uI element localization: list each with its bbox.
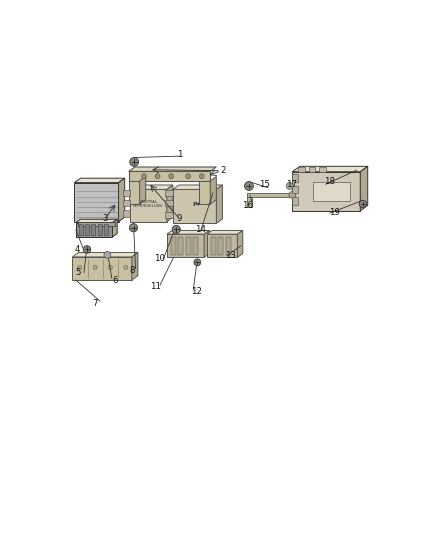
Circle shape [169, 174, 173, 179]
Bar [78, 222, 115, 225]
Bar [123, 200, 130, 206]
Circle shape [359, 200, 367, 208]
Circle shape [104, 252, 111, 259]
Circle shape [155, 174, 160, 179]
Bar [167, 234, 204, 257]
Polygon shape [173, 185, 223, 189]
Bar [85, 224, 89, 235]
Circle shape [130, 224, 138, 232]
Circle shape [244, 182, 253, 190]
Circle shape [194, 259, 201, 266]
Text: 11: 11 [150, 282, 162, 292]
Bar [130, 189, 167, 222]
Polygon shape [119, 178, 125, 222]
Circle shape [124, 265, 128, 269]
Text: 3: 3 [102, 214, 108, 223]
Circle shape [78, 265, 82, 269]
Bar [104, 224, 108, 235]
Bar [293, 185, 298, 193]
Polygon shape [167, 230, 209, 234]
Polygon shape [74, 178, 125, 183]
Bar [92, 224, 95, 235]
Bar [199, 181, 210, 204]
Bar [207, 234, 237, 257]
Polygon shape [167, 185, 173, 222]
Bar [247, 197, 251, 207]
Polygon shape [140, 176, 146, 204]
Polygon shape [293, 166, 368, 172]
Text: 1: 1 [177, 150, 182, 159]
Bar [166, 200, 173, 206]
Bar [313, 182, 350, 201]
Polygon shape [132, 253, 138, 280]
Text: 6: 6 [113, 276, 118, 285]
Text: 7: 7 [92, 300, 98, 308]
Bar [123, 211, 130, 216]
Bar [247, 193, 293, 197]
Text: 18: 18 [324, 177, 335, 186]
Circle shape [186, 174, 191, 179]
Text: 19: 19 [329, 208, 340, 216]
Bar [309, 167, 315, 172]
Polygon shape [210, 176, 216, 204]
Text: P▾: P▾ [192, 202, 200, 207]
Text: 17: 17 [286, 181, 297, 189]
Bar [178, 237, 184, 255]
Bar [129, 172, 210, 181]
Bar [166, 212, 173, 218]
Text: 8: 8 [129, 266, 135, 275]
Bar [293, 172, 360, 211]
Bar [79, 224, 83, 235]
Circle shape [93, 265, 97, 269]
Text: ZENTRAL-
VERRIEGELUNG: ZENTRAL- VERRIEGELUNG [133, 199, 164, 208]
Bar [129, 181, 140, 204]
Bar [166, 190, 173, 196]
Circle shape [108, 265, 113, 269]
Circle shape [83, 246, 91, 253]
Circle shape [141, 174, 146, 179]
Circle shape [286, 183, 293, 189]
Polygon shape [129, 167, 216, 172]
Bar [171, 237, 176, 255]
Text: 5: 5 [75, 268, 81, 277]
Polygon shape [72, 253, 138, 257]
Polygon shape [237, 230, 243, 257]
Text: 12: 12 [191, 287, 202, 296]
Text: 16: 16 [242, 201, 253, 210]
Text: 14: 14 [195, 224, 206, 233]
Bar [293, 197, 298, 205]
Text: 2: 2 [220, 166, 226, 175]
Polygon shape [216, 185, 223, 223]
Text: 10: 10 [155, 254, 166, 263]
Polygon shape [130, 185, 173, 189]
Bar [76, 223, 113, 237]
Bar [226, 237, 231, 255]
Text: 9: 9 [177, 214, 182, 223]
Bar [98, 224, 102, 235]
Circle shape [199, 174, 204, 179]
Bar [186, 237, 191, 255]
Text: 4: 4 [74, 245, 80, 254]
Bar [211, 237, 216, 255]
Bar [123, 190, 130, 196]
Bar [193, 237, 198, 255]
Bar [72, 257, 132, 280]
Circle shape [172, 225, 180, 233]
Circle shape [130, 157, 138, 166]
Polygon shape [360, 166, 368, 211]
Text: 13: 13 [225, 251, 236, 260]
Circle shape [289, 191, 296, 198]
Polygon shape [207, 230, 243, 234]
Polygon shape [204, 230, 209, 257]
Bar [219, 237, 223, 255]
Bar [293, 174, 298, 182]
Text: 15: 15 [259, 181, 270, 189]
Polygon shape [113, 219, 117, 237]
Bar [319, 167, 325, 172]
Bar [173, 189, 216, 223]
Bar [74, 183, 119, 222]
Polygon shape [76, 219, 117, 223]
Bar [298, 167, 305, 172]
